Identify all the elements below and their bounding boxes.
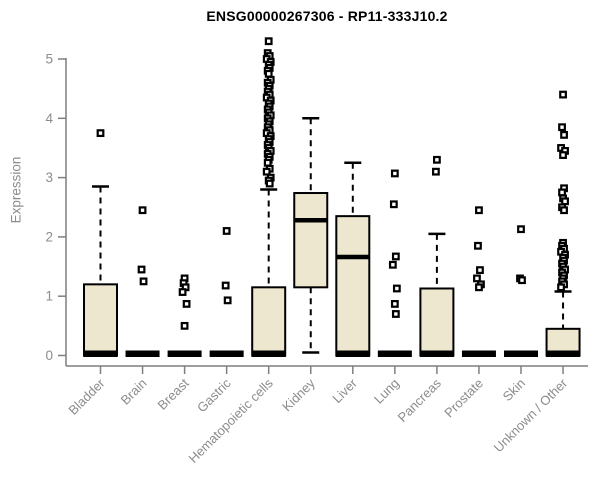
- outlier-point: [559, 151, 567, 159]
- boxplot-lung: [377, 169, 412, 357]
- x-tick-label: Lung: [371, 376, 402, 407]
- boxplot-kidney: [293, 117, 329, 354]
- x-tick-label: Prostate: [441, 376, 486, 421]
- outlier-point: [432, 167, 440, 176]
- outlier-point: [178, 288, 187, 296]
- outlier-point: [390, 169, 399, 178]
- outlier-point: [223, 296, 232, 305]
- outlier-point: [559, 90, 567, 99]
- y-axis-title: Expression: [8, 156, 24, 224]
- boxplot-bladder: [83, 129, 118, 357]
- outlier-point: [182, 300, 191, 308]
- outlier-point: [96, 129, 105, 138]
- boxplot-hematopoietic-cells: [251, 37, 287, 357]
- outlier-point: [560, 206, 568, 215]
- outlier-point: [558, 188, 566, 197]
- box-rect: [293, 192, 329, 289]
- zero-bar: [546, 350, 581, 357]
- outlier-point: [222, 227, 231, 235]
- outlier-point: [473, 274, 481, 283]
- box-rect: [335, 215, 371, 357]
- outlier-point: [137, 265, 146, 274]
- outlier-point: [265, 179, 274, 188]
- y-tick-label: 3: [45, 170, 53, 185]
- outlier-point: [391, 252, 400, 261]
- box-rect: [419, 287, 455, 357]
- zero-bar: [83, 350, 118, 357]
- box-rect: [251, 286, 287, 357]
- y-tick-label: 4: [45, 111, 53, 126]
- zero-bar: [419, 350, 454, 357]
- outlier-point: [264, 69, 273, 78]
- y-tick-label: 0: [45, 348, 53, 363]
- x-tick-label: Brain: [118, 376, 150, 408]
- zero-bar: [167, 350, 202, 357]
- x-tick-label: Liver: [329, 375, 360, 406]
- zero-bar: [504, 350, 538, 357]
- zero-bar: [335, 350, 370, 357]
- x-tick-label: Skin: [500, 376, 528, 404]
- outlier-point: [390, 300, 399, 308]
- outlier-point: [560, 131, 568, 139]
- outlier-point: [139, 277, 148, 286]
- x-tick-label: Bladder: [65, 375, 108, 418]
- x-tick-label: Gastric: [194, 375, 234, 415]
- boxplot-brain: [125, 206, 160, 357]
- outlier-point: [476, 266, 484, 275]
- chart-title: ENSG00000267306 - RP11-333J10.2: [206, 8, 448, 24]
- outlier-point: [557, 283, 565, 292]
- outlier-point: [433, 155, 441, 164]
- boxplot-breast: [167, 274, 202, 357]
- outlier-point: [263, 158, 272, 167]
- x-tick-label: Kidney: [279, 375, 318, 414]
- outlier-point: [262, 167, 271, 176]
- outlier-point: [558, 123, 566, 132]
- outlier-point: [474, 241, 482, 250]
- zero-bar: [377, 350, 412, 357]
- y-axis: 0 1 2 3 4 5: [45, 52, 67, 366]
- zero-bar: [251, 350, 286, 357]
- outlier-point: [264, 37, 273, 46]
- zero-bar: [125, 350, 160, 357]
- boxplot-unknown-other: [545, 90, 581, 357]
- outlier-point: [138, 206, 147, 215]
- outlier-point: [517, 225, 525, 234]
- x-tick-label: Breast: [155, 375, 192, 412]
- x-tick-label: Pancreas: [395, 375, 445, 425]
- outlier-point: [391, 310, 400, 318]
- zero-bar: [461, 350, 496, 357]
- outlier-point: [561, 197, 569, 206]
- y-tick-label: 2: [45, 229, 53, 244]
- outlier-point: [518, 276, 526, 285]
- outlier-point: [180, 321, 189, 330]
- boxplot-prostate: [461, 206, 496, 357]
- outlier-point: [475, 206, 483, 215]
- boxplot-liver: [335, 161, 371, 357]
- zero-bar: [209, 350, 244, 357]
- outlier-point: [388, 260, 397, 269]
- outlier-point: [392, 284, 401, 293]
- outlier-point: [221, 281, 230, 290]
- boxplot-pancreas: [419, 155, 455, 357]
- boxplot-gastric: [209, 227, 244, 357]
- x-tick-label: Unknown / Other: [491, 375, 571, 455]
- y-tick-label: 1: [45, 289, 53, 304]
- boxplot-skin: [504, 225, 538, 357]
- box-rect: [83, 283, 118, 357]
- outlier-point: [475, 283, 483, 292]
- outlier-point: [389, 200, 398, 209]
- y-tick-label: 5: [45, 52, 53, 67]
